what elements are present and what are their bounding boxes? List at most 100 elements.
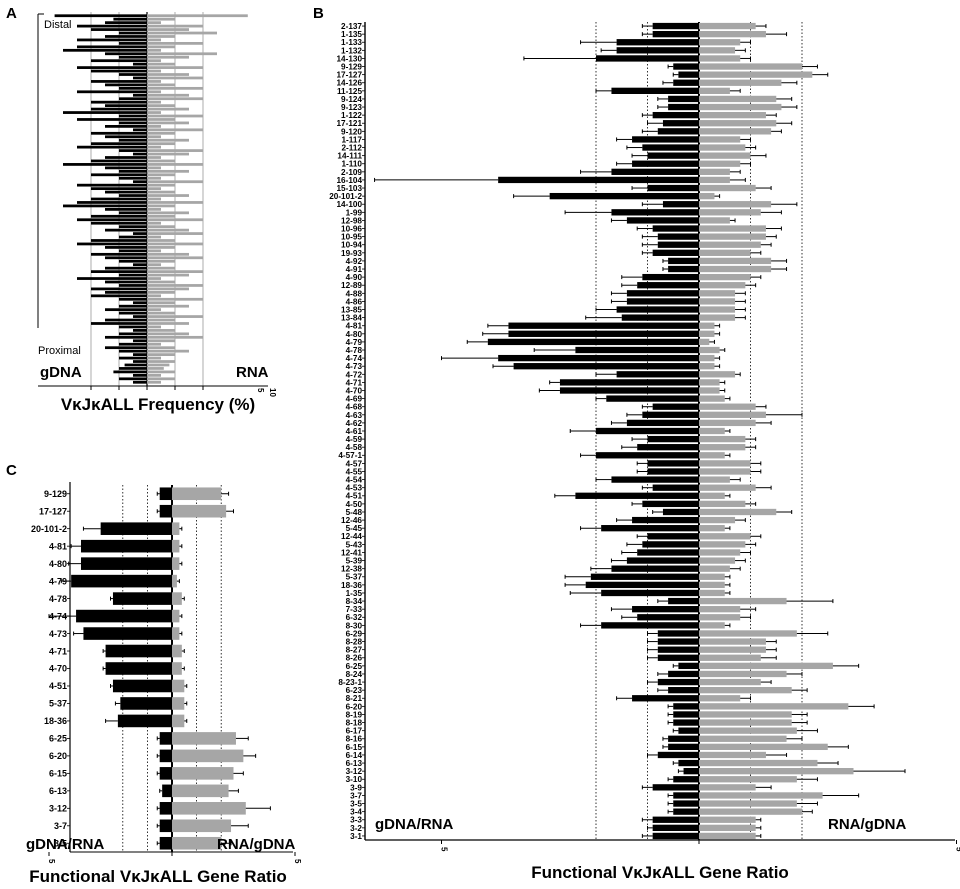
- category-label: 12-46: [341, 516, 362, 525]
- rna-bar: [699, 265, 772, 273]
- rna-bar: [699, 87, 730, 95]
- gdna-bar: [585, 581, 699, 589]
- category-label: 1-122: [341, 111, 362, 120]
- a-gdna-bar: [105, 335, 147, 339]
- a-rna-bar: [147, 335, 203, 339]
- a-gdna-bar: [105, 280, 147, 284]
- a-rna-bar: [147, 183, 175, 187]
- rna-bar: [699, 435, 746, 443]
- category-label: 9-129: [44, 489, 67, 499]
- gdna-bar: [632, 160, 699, 167]
- rna-bar: [699, 111, 766, 119]
- category-label: 4-90: [346, 273, 363, 282]
- rna-bar: [699, 565, 730, 572]
- a-gdna-bar: [119, 176, 147, 180]
- category-label: 3-5: [350, 800, 362, 809]
- a-gdna-bar: [105, 135, 147, 139]
- category-label: 5-45: [346, 524, 363, 533]
- a-gdna-bar: [119, 367, 147, 370]
- a-gdna-bar: [119, 97, 147, 101]
- gdna-bar: [159, 819, 172, 833]
- rna-bar: [699, 606, 741, 613]
- gdna-bar: [601, 622, 699, 629]
- a-rna-bar: [147, 100, 161, 104]
- rna-bar: [699, 727, 797, 734]
- a-gdna-bar: [63, 111, 147, 114]
- rna-bar: [172, 714, 185, 728]
- category-label: 3-5: [54, 839, 67, 849]
- a-rna-bar: [147, 125, 161, 128]
- gdna-bar: [668, 95, 699, 103]
- rna-bar: [699, 79, 782, 86]
- gdna-bar: [498, 354, 699, 362]
- rna-bar: [699, 832, 756, 840]
- gdna-bar: [80, 557, 172, 570]
- a-gdna-bar: [91, 131, 147, 135]
- a-gdna-bar: [91, 214, 147, 218]
- rna-bar: [699, 638, 766, 645]
- a-rna-bar: [147, 273, 189, 277]
- gdna-bar: [611, 476, 699, 483]
- rna-bar: [699, 379, 720, 386]
- a-gdna-bar: [119, 342, 147, 346]
- category-label: 8-26: [346, 654, 363, 663]
- rna-bar: [172, 784, 229, 798]
- a-gdna-bar: [119, 273, 147, 277]
- a-rna-bar: [147, 239, 175, 242]
- a-gdna-bar: [119, 349, 147, 353]
- category-label: 6-23: [346, 686, 363, 695]
- a-gdna-bar: [133, 373, 147, 377]
- category-label: 12-89: [341, 281, 362, 290]
- category-label: 4-72: [346, 370, 363, 379]
- category-label: 6-17: [346, 727, 363, 736]
- a-gdna-bar: [119, 249, 147, 253]
- rna-bar: [699, 452, 725, 459]
- rna-bar: [699, 322, 715, 329]
- a-gdna-bar: [105, 35, 147, 38]
- a-gdna-bar: [91, 100, 147, 104]
- category-label: 14-126: [337, 79, 363, 88]
- a-gdna-bar: [91, 187, 147, 191]
- gdna-bar: [673, 792, 699, 799]
- gdna-bar: [616, 47, 699, 54]
- gdna-bar: [657, 751, 699, 759]
- gdna-bar: [162, 784, 172, 798]
- a-gdna-bar: [91, 239, 147, 242]
- rna-bar: [699, 363, 715, 370]
- rna-bar: [699, 630, 797, 637]
- gdna-bar: [159, 802, 172, 815]
- rna-bar: [172, 504, 227, 518]
- category-label: 14-100: [337, 200, 363, 209]
- category-label: 10-95: [341, 233, 362, 242]
- rna-bar: [699, 55, 741, 62]
- category-label: 4-78: [346, 346, 363, 355]
- a-rna-bar: [147, 128, 203, 132]
- category-label: 4-54: [346, 476, 363, 485]
- category-label: 4-80: [346, 330, 363, 339]
- rna-bar: [699, 589, 725, 597]
- category-label: 3-1: [350, 832, 362, 841]
- rna-bar: [699, 354, 715, 362]
- category-label: 9-120: [341, 127, 362, 136]
- gdna-bar: [575, 346, 699, 354]
- rna-bar: [699, 557, 736, 564]
- rna-bar: [699, 103, 782, 111]
- category-label: 4-59: [346, 435, 363, 444]
- gdna-bar: [632, 695, 699, 702]
- a-gdna-bar: [91, 80, 147, 83]
- a-gdna-bar: [77, 66, 147, 69]
- rna-bar: [699, 290, 736, 297]
- rna-bar: [699, 241, 761, 248]
- a-rna-bar: [147, 277, 161, 280]
- rna-bar: [699, 703, 849, 710]
- a-rna-bar: [147, 69, 161, 73]
- a-rna-bar: [147, 363, 170, 367]
- gdna-bar: [673, 800, 699, 807]
- a-rna-bar: [147, 93, 189, 97]
- gdna-bar: [159, 504, 172, 518]
- category-label: 5-48: [346, 508, 363, 517]
- a-rna-bar: [147, 214, 175, 218]
- panel-a-rna-label: RNA: [236, 364, 269, 381]
- category-label: 8-21: [346, 694, 363, 703]
